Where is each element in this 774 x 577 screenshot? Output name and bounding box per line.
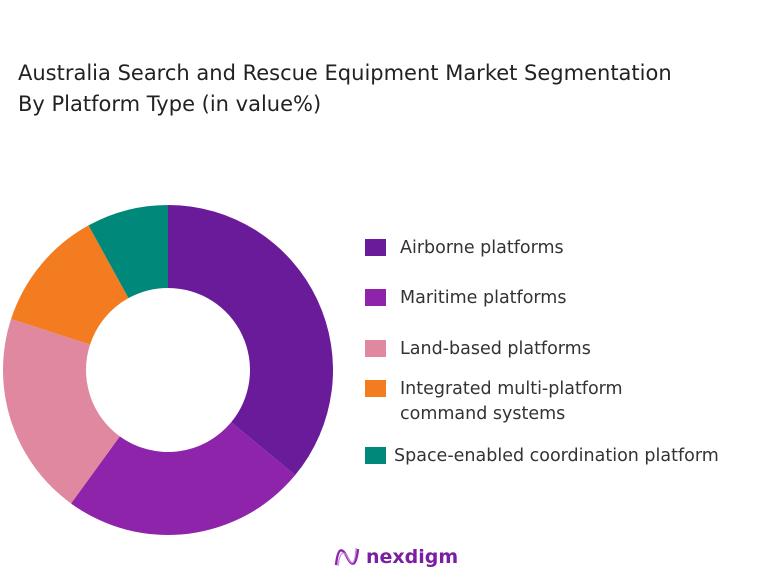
legend-label-line: Land-based platforms: [400, 339, 591, 359]
legend-item: Integrated multi-platform command systems: [365, 377, 623, 427]
slice-maritime-platforms: [71, 422, 296, 535]
brand-name: nexdigm: [366, 546, 459, 568]
slice-integrated-multi-platform-command-systems: [11, 225, 129, 345]
nexdigm-logo: nexdigm: [334, 545, 458, 569]
legend-label: Airborne platforms: [400, 236, 564, 261]
legend-item: Maritime platforms: [365, 286, 566, 311]
legend-item: Space-enabled coordination platform: [365, 444, 719, 469]
donut-chart: [2, 205, 333, 535]
slice-airborne-platforms: [168, 205, 333, 476]
legend-label: Integrated multi-platform command systems: [400, 377, 623, 427]
legend-swatch: [365, 380, 386, 397]
legend-label-line: Maritime platforms: [400, 288, 567, 308]
legend-label: Land-based platforms: [400, 337, 591, 362]
legend-label-line: command systems: [400, 404, 566, 424]
legend-label-line: Space-enabled coordination platform: [394, 446, 719, 466]
legend-label-line: Airborne platforms: [400, 238, 564, 258]
title-line-2: By Platform Type (in value%): [18, 92, 322, 116]
slice-land-based-platforms: [2, 319, 120, 504]
legend-swatch: [365, 239, 386, 256]
legend-label-line: Integrated multi-platform: [400, 379, 623, 399]
legend-item: Airborne platforms: [365, 236, 564, 261]
slice-space-enabled-coordination-platform: [88, 205, 168, 299]
legend-swatch: [365, 447, 386, 464]
legend-item: Land-based platforms: [365, 337, 591, 362]
legend-swatch: [365, 289, 386, 306]
legend-label: Maritime platforms: [400, 286, 566, 311]
legend-label: Space-enabled coordination platform: [394, 444, 719, 469]
title-line-1: Australia Search and Rescue Equipment Ma…: [18, 61, 672, 85]
nexdigm-logo-icon: [334, 547, 360, 567]
chart-title: Australia Search and Rescue Equipment Ma…: [18, 58, 672, 120]
legend-swatch: [365, 340, 386, 357]
